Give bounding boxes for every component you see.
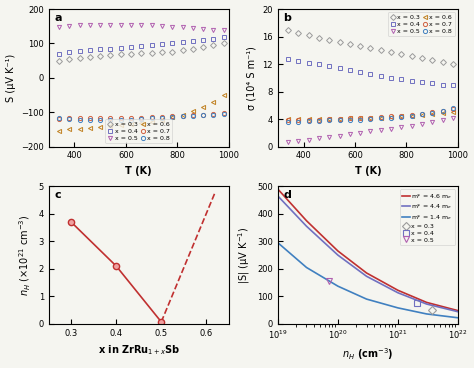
m* = 4.4 m$_e$ xyxy=(275,194,281,198)
X-axis label: T (K): T (K) xyxy=(126,166,152,176)
m* = 4.6 m$_e$ xyxy=(335,249,341,253)
X-axis label: T (K): T (K) xyxy=(355,166,381,176)
m* = 1.4 m$_e$ xyxy=(364,297,369,301)
X-axis label: $n_H$ (cm$^{-3}$): $n_H$ (cm$^{-3}$) xyxy=(342,347,393,362)
X-axis label: x in ZrRu$_{1+x}$Sb: x in ZrRu$_{1+x}$Sb xyxy=(98,343,180,357)
m* = 1.4 m$_e$ xyxy=(275,241,281,245)
Y-axis label: S (μV K⁻¹): S (μV K⁻¹) xyxy=(6,54,16,102)
m* = 4.4 m$_e$ xyxy=(304,224,310,229)
Text: a: a xyxy=(54,13,62,23)
m* = 4.6 m$_e$ xyxy=(395,288,401,293)
Legend: m* = 4.6 m$_e$, m* = 4.4 m$_e$, m* = 1.4 m$_e$, x = 0.3, x = 0.4, x = 0.5: m* = 4.6 m$_e$, m* = 4.4 m$_e$, m* = 1.4… xyxy=(400,190,455,245)
m* = 4.6 m$_e$ xyxy=(275,187,281,191)
m* = 1.4 m$_e$ xyxy=(395,306,401,310)
m* = 1.4 m$_e$ xyxy=(304,265,310,270)
m* = 4.4 m$_e$ xyxy=(395,291,401,295)
m* = 4.4 m$_e$ xyxy=(335,253,341,257)
Text: b: b xyxy=(283,13,291,23)
m* = 4.6 m$_e$ xyxy=(455,308,461,313)
m* = 4.6 m$_e$ xyxy=(304,219,310,223)
m* = 4.4 m$_e$ xyxy=(364,274,369,279)
Y-axis label: $n_H$ ($\times$10$^{21}$ cm$^{-3}$): $n_H$ ($\times$10$^{21}$ cm$^{-3}$) xyxy=(18,214,33,296)
Line: m* = 4.4 m$_e$: m* = 4.4 m$_e$ xyxy=(278,196,458,312)
Y-axis label: |S| (μV K$^{-1}$): |S| (μV K$^{-1}$) xyxy=(236,226,252,284)
Y-axis label: σ (10⁴ S m⁻¹): σ (10⁴ S m⁻¹) xyxy=(247,46,257,110)
Line: m* = 4.6 m$_e$: m* = 4.6 m$_e$ xyxy=(278,189,458,311)
m* = 4.4 m$_e$ xyxy=(424,302,429,306)
m* = 4.6 m$_e$ xyxy=(424,300,429,305)
m* = 1.4 m$_e$ xyxy=(335,284,341,289)
Text: d: d xyxy=(283,191,291,201)
m* = 1.4 m$_e$ xyxy=(424,312,429,316)
m* = 1.4 m$_e$ xyxy=(455,316,461,320)
Legend: x = 0.3, x = 0.4, x = 0.5, x = 0.6, x = 0.7, x = 0.8: x = 0.3, x = 0.4, x = 0.5, x = 0.6, x = … xyxy=(388,12,455,36)
m* = 4.6 m$_e$ xyxy=(364,271,369,275)
Legend: x = 0.3, x = 0.4, x = 0.5, x = 0.6, x = 0.7, x = 0.8: x = 0.3, x = 0.4, x = 0.5, x = 0.6, x = … xyxy=(105,119,172,144)
Line: m* = 1.4 m$_e$: m* = 1.4 m$_e$ xyxy=(278,243,458,318)
m* = 4.4 m$_e$ xyxy=(455,309,461,314)
Text: c: c xyxy=(54,191,61,201)
